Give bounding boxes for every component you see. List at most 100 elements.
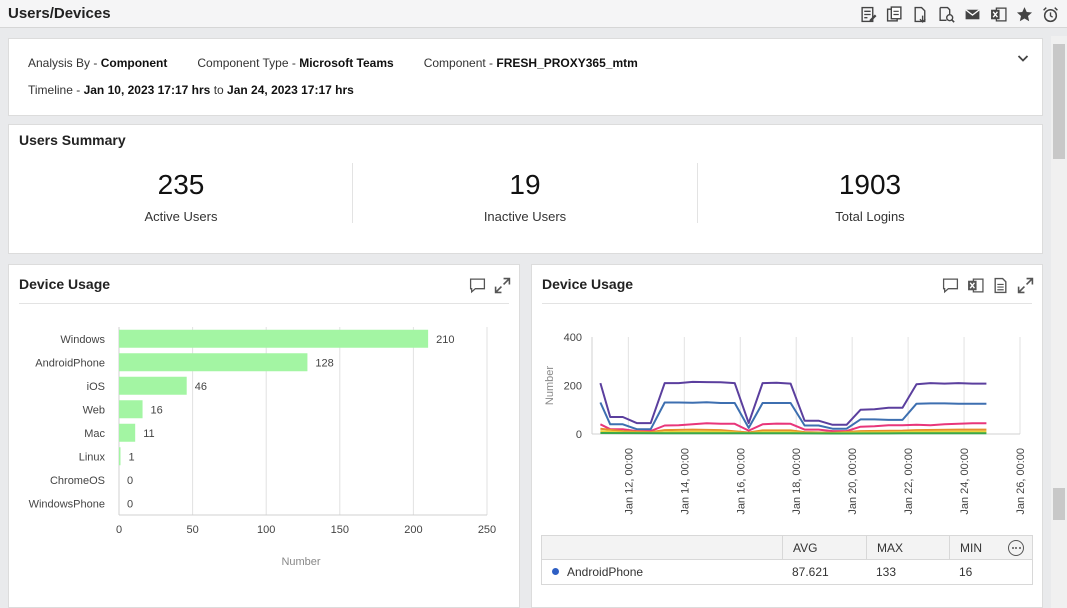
- series-line: [600, 432, 987, 435]
- series-line: [599, 380, 987, 426]
- y-category-label: Web: [83, 404, 105, 416]
- series-line: [600, 427, 987, 434]
- kpi-active-users: 235 Active Users: [9, 163, 353, 224]
- timeline-to: to: [213, 83, 224, 97]
- line-panel-icons: [942, 277, 1034, 294]
- x-tick-label: 250: [478, 524, 496, 536]
- expand-icon[interactable]: [1017, 277, 1034, 294]
- device-usage-line-chart: 0 200 400 Jan 12, 00:00 Jan 14, 00:00 Jan 16,…: [544, 332, 1027, 515]
- kpi-label: Total Logins: [835, 209, 905, 224]
- more-options-icon[interactable]: [1008, 540, 1024, 556]
- table-row[interactable]: AndroidPhone 87.621 133 16: [542, 560, 1032, 584]
- panel-divider: [542, 303, 1032, 304]
- x-tick-label: Jan 22, 00:00: [903, 448, 915, 515]
- page-title: Users/Devices: [8, 5, 111, 22]
- kpi-divider: [697, 163, 698, 223]
- comment-icon[interactable]: [942, 277, 959, 294]
- favorite-star-icon[interactable]: [1013, 4, 1035, 24]
- kpi-value: 235: [157, 169, 205, 200]
- header-max[interactable]: MAX: [866, 536, 949, 560]
- compare-icon[interactable]: [883, 4, 905, 24]
- scrollbar-thumb-lower[interactable]: [1053, 488, 1065, 520]
- device-usage-bar-panel: Device Usage 0 50 100 150 200 250 Windows 210 An…: [8, 264, 520, 608]
- bar-value-label: 16: [151, 404, 163, 416]
- y-tick-label: 200: [564, 381, 582, 393]
- device-usage-line-title: Device Usage: [542, 276, 634, 292]
- bar-value-label: 0: [127, 475, 133, 487]
- x-tick-label: Jan 26, 00:00: [1015, 448, 1027, 515]
- kpi-inactive-users: 19 Inactive Users: [353, 163, 697, 224]
- toolbar-icons: [857, 4, 1061, 24]
- bar-value-label: 128: [315, 357, 333, 369]
- y-category-label: ChromeOS: [50, 475, 105, 487]
- top-bar: Users/Devices: [0, 0, 1067, 28]
- row-avg: 87.621: [792, 565, 829, 579]
- filter-row-component: Analysis By - Component Component Type -…: [28, 56, 638, 70]
- y-category-label: iOS: [87, 381, 105, 393]
- x-tick-label: Jan 16, 00:00: [735, 448, 747, 515]
- x-tick-label: Jan 14, 00:00: [679, 448, 691, 515]
- bar-value-label: 210: [436, 334, 454, 346]
- device-usage-bar-title: Device Usage: [19, 276, 111, 292]
- report-icon[interactable]: [857, 4, 879, 24]
- kpi-label: Inactive Users: [483, 209, 567, 224]
- y-category-label: Windows: [60, 334, 105, 346]
- y-axis-title: Number: [544, 366, 556, 405]
- bar-value-label: 1: [128, 451, 134, 463]
- excel-icon[interactable]: [987, 4, 1009, 24]
- users-summary-title: Users Summary: [19, 132, 126, 148]
- kpi-value: 19: [509, 169, 541, 200]
- alarm-clock-icon[interactable]: [1039, 4, 1061, 24]
- expand-icon[interactable]: [494, 277, 511, 294]
- row-name: AndroidPhone: [567, 565, 644, 579]
- kpi-label: Active Users: [144, 209, 218, 224]
- kpi-total-logins: 1903 Total Logins: [698, 163, 1042, 224]
- kpi-value: 1903: [838, 169, 902, 200]
- document-icon[interactable]: [992, 277, 1009, 294]
- device-usage-line-panel: Device Usage 0 200 400 Jan 12, 00:00 Jan 14,…: [531, 264, 1043, 608]
- filter-panel: Analysis By - Component Component Type -…: [8, 38, 1043, 116]
- component-type-value: Microsoft Teams: [299, 56, 394, 70]
- component-type-label: Component Type -: [197, 56, 296, 70]
- header-avg[interactable]: AVG: [782, 536, 866, 560]
- bar-value-label: 11: [143, 428, 154, 440]
- export-icon[interactable]: [909, 4, 931, 24]
- bar-value-label: 0: [127, 498, 133, 510]
- bar: [119, 423, 136, 442]
- scrollbar-thumb[interactable]: [1053, 44, 1065, 159]
- header-min[interactable]: MIN: [949, 536, 1033, 560]
- component-label: Component -: [423, 56, 494, 70]
- x-tick-label: 50: [186, 524, 198, 536]
- bar: [119, 353, 308, 372]
- x-tick-label: 200: [404, 524, 422, 536]
- x-tick-label: Jan 20, 00:00: [847, 448, 859, 515]
- table-header: AVG MAX MIN: [542, 536, 1032, 560]
- series-stats-table: AVG MAX MIN AndroidPhone 87.621 133 16: [541, 535, 1033, 585]
- y-category-label: Linux: [79, 451, 106, 463]
- page-scrollbar[interactable]: [1051, 36, 1067, 608]
- bar: [119, 400, 143, 419]
- component-value: FRESH_PROXY365_mtm: [496, 56, 638, 70]
- row-max: 133: [876, 565, 897, 579]
- bar: [119, 376, 187, 395]
- y-tick-label: 0: [576, 429, 582, 441]
- excel-icon[interactable]: [967, 277, 984, 294]
- bar-value-label: 46: [195, 381, 207, 393]
- y-category-label: WindowsPhone: [29, 498, 105, 510]
- comment-icon[interactable]: [469, 277, 486, 294]
- y-category-label: Mac: [84, 428, 105, 440]
- analysis-by-value: Component: [100, 56, 168, 70]
- header-name: [542, 536, 782, 560]
- x-tick-label: 100: [257, 524, 275, 536]
- y-category-label: AndroidPhone: [35, 357, 105, 369]
- series-line: [599, 422, 987, 433]
- x-tick-label: 0: [116, 524, 122, 536]
- chevron-down-icon[interactable]: [1016, 51, 1030, 65]
- search-doc-icon[interactable]: [935, 4, 957, 24]
- analysis-by-label: Analysis By -: [28, 56, 98, 70]
- email-icon[interactable]: [961, 4, 983, 24]
- timeline-label: Timeline -: [28, 83, 81, 97]
- bar: [119, 447, 121, 466]
- users-summary-panel: Users Summary 235 Active Users 19 Inacti…: [8, 124, 1043, 254]
